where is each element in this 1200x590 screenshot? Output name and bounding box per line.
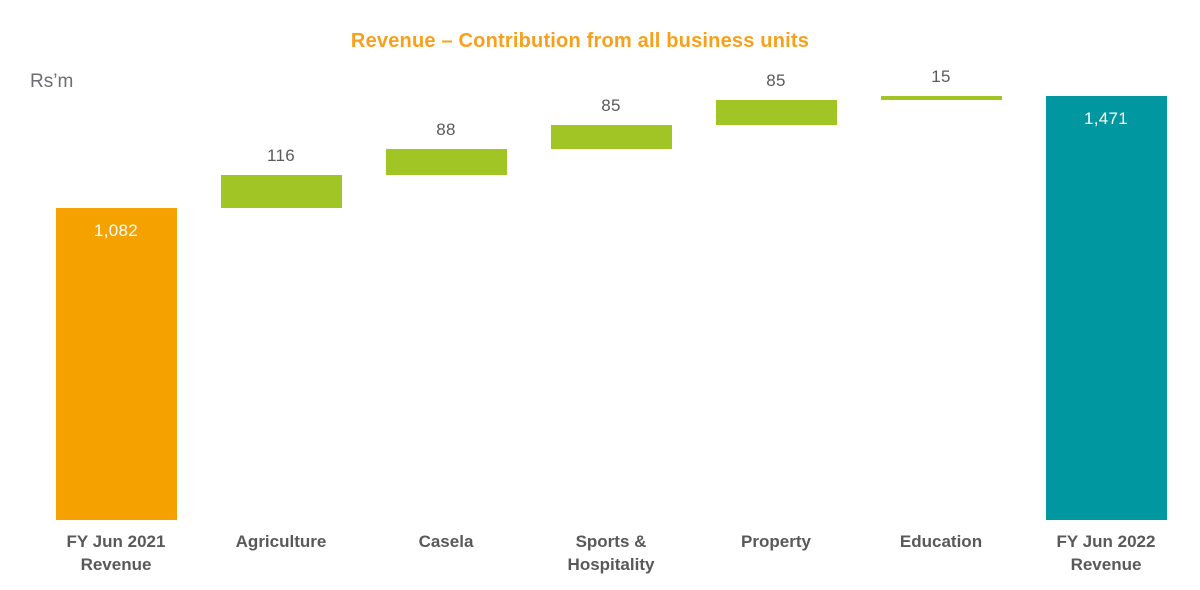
value-label-fy-jun-2021-revenue: 1,082 [93,221,139,240]
y-axis-unit-label: Rs’m [30,71,74,92]
bar-sports-hospitality [550,124,672,150]
bar-casela [385,149,507,175]
bar-education [880,95,1002,101]
bar-agriculture [220,174,342,208]
category-label-casela: Casela [418,532,474,551]
category-label-sports-hospitality: Sports & Hospitality [567,532,655,574]
bar-property [715,100,837,125]
value-label-sports-hospitality: 85 [601,95,621,115]
chart-title: Revenue – Contribution from all business… [350,30,810,52]
value-label-agriculture: 116 [266,145,295,165]
value-label-education: 15 [931,66,951,86]
category-label-agriculture: Agriculture [235,532,327,551]
category-label-property: Property [741,532,811,551]
category-label-fy-jun-2022-revenue: FY Jun 2022 Revenue [1056,532,1156,574]
bar-fy-jun-2021-revenue [55,208,177,520]
value-label-casela: 88 [436,120,456,140]
category-label-fy-jun-2021-revenue: FY Jun 2021 Revenue [66,532,166,574]
category-label-education: Education [899,532,983,551]
value-label-fy-jun-2022-revenue: 1,471 [1083,108,1129,128]
value-label-property: 85 [766,71,786,91]
bar-fy-jun-2022-revenue [1045,95,1167,520]
